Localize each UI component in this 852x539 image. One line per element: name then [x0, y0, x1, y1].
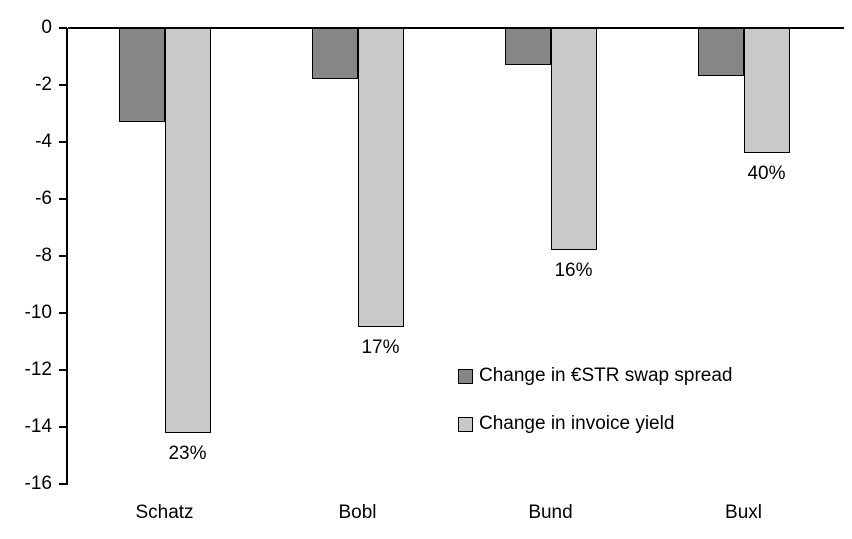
y-tick-label: -14 — [24, 416, 52, 437]
y-tick-label: -6 — [35, 188, 52, 209]
y-tick-label: -4 — [35, 131, 52, 152]
y-tick-mark — [59, 426, 67, 428]
bar-bobl-series-1 — [357, 28, 404, 328]
legend: Change in €STR swap spread Change in invo… — [458, 364, 732, 460]
bar-bund-series-1 — [550, 28, 597, 251]
y-axis-line — [66, 28, 68, 485]
bar-schatz-series-0 — [118, 28, 165, 123]
y-tick-mark — [59, 255, 67, 257]
legend-label: Change in €STR swap spread — [479, 365, 733, 386]
bar-buxl-series-1 — [743, 28, 790, 154]
x-axis-label-schatz: Schatz — [135, 502, 194, 523]
legend-item-1: Change in invoice yield — [458, 412, 732, 436]
bar-schatz-series-1 — [164, 28, 211, 433]
y-tick-mark — [59, 27, 67, 29]
x-axis-label-bobl: Bobl — [338, 502, 377, 523]
data-label-bund: 16% — [554, 260, 593, 282]
x-axis-label-buxl: Buxl — [725, 502, 762, 523]
y-tick-label: -16 — [24, 473, 52, 494]
y-tick-mark — [59, 198, 67, 200]
legend-item-0: Change in €STR swap spread — [458, 364, 732, 388]
y-tick-label: -12 — [24, 359, 52, 380]
data-label-schatz: 23% — [168, 442, 207, 464]
legend-swatch-icon — [458, 368, 473, 384]
y-tick-mark — [59, 141, 67, 143]
y-tick-label: -10 — [24, 302, 52, 323]
legend-label: Change in invoice yield — [479, 413, 675, 434]
x-axis-line — [68, 27, 844, 29]
data-label-bobl: 17% — [361, 337, 400, 359]
y-tick-mark — [59, 369, 67, 371]
y-tick-mark — [59, 312, 67, 314]
data-label-buxl: 40% — [747, 163, 786, 185]
y-tick-mark — [59, 483, 67, 485]
y-tick-label: -8 — [35, 245, 52, 266]
x-axis-label-bund: Bund — [528, 502, 573, 523]
legend-swatch-icon — [458, 416, 473, 432]
y-tick-mark — [59, 84, 67, 86]
bar-buxl-series-0 — [697, 28, 744, 77]
y-tick-label: -2 — [35, 74, 52, 95]
bar-bobl-series-0 — [311, 28, 358, 80]
y-tick-label: 0 — [41, 17, 52, 38]
bar-bund-series-0 — [504, 28, 551, 66]
